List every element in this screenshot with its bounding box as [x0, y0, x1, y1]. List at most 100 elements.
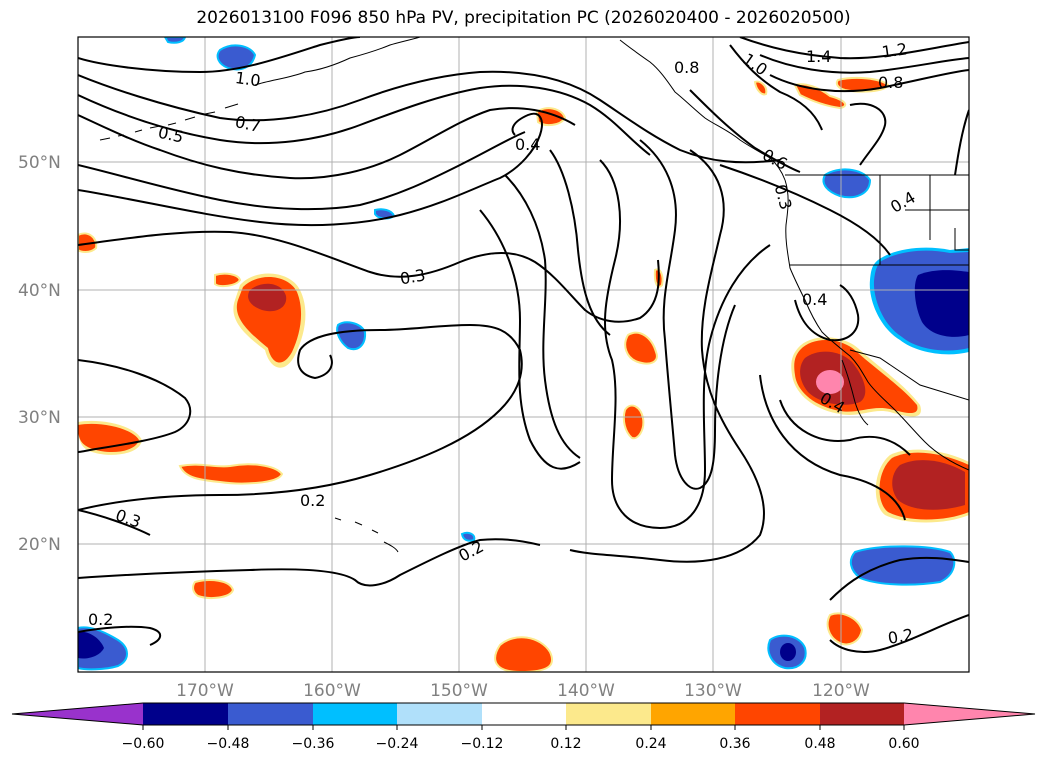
- contour-label: 0.4: [802, 290, 827, 309]
- lon-label: 140°W: [557, 681, 615, 701]
- colorbar-segment: [820, 703, 904, 725]
- contour-label: 0.8: [878, 73, 903, 92]
- colorbar-tick-label: −0.48: [207, 736, 250, 752]
- contour-label: 1.2: [881, 39, 909, 61]
- colorbar-tick-label: −0.60: [122, 736, 165, 752]
- pv-contour-0.4e: [779, 399, 911, 456]
- lon-label: 130°W: [684, 681, 742, 701]
- precip-blob: [248, 283, 287, 312]
- pv-contour-0.6: [78, 84, 651, 156]
- pv-contour-0.2c: [78, 625, 162, 646]
- pv-contour-0.3d: [504, 174, 581, 459]
- precip-negative-regions: [78, 37, 969, 671]
- precip-blob: [163, 37, 187, 44]
- pv-contour-0.4d: [794, 284, 860, 342]
- contour-label: 0.3: [398, 265, 426, 288]
- lon-label: 120°W: [812, 681, 870, 701]
- colorbar-segment: [735, 703, 820, 725]
- north-america-coast: [784, 179, 969, 471]
- pv-contour-0.8: [769, 69, 969, 93]
- lon-label: 150°W: [430, 681, 488, 701]
- colorbar-tick-label: 0.12: [550, 736, 581, 752]
- pv-contour-0.3b: [78, 359, 192, 453]
- colorbar-segment: [651, 703, 735, 725]
- lon-label: 160°W: [303, 681, 361, 701]
- pv-contour-1.0b: [729, 44, 823, 131]
- pv-contour-0.3e: [759, 374, 906, 521]
- latitude-labels: 50°N 40°N 30°N 20°N: [18, 153, 61, 555]
- contour-label: 1.0: [234, 68, 262, 90]
- longitude-labels: 170°W 160°W 150°W 140°W 130°W 120°W: [176, 681, 870, 701]
- precip-blob: [753, 80, 768, 96]
- precip-blob: [816, 370, 844, 394]
- contour-label: 0.2: [88, 610, 113, 629]
- pv-contour-0.3: [78, 230, 660, 323]
- colorbar-segment: [313, 703, 397, 725]
- pv-contour-loop3: [569, 149, 765, 563]
- colorbar: −0.60 −0.48 −0.36 −0.24 −0.12 0.12 0.24 …: [11, 702, 1036, 752]
- colorbar-segment: [482, 703, 566, 725]
- precip-blob: [914, 270, 969, 337]
- pv-contour-right2: [954, 109, 969, 176]
- pv-contour-loop2: [639, 139, 736, 490]
- lat-label: 40°N: [18, 281, 61, 301]
- lat-label: 30°N: [18, 408, 61, 428]
- hawaii-islands: [334, 517, 399, 553]
- precip-blob: [624, 331, 658, 365]
- lat-label: 50°N: [18, 153, 61, 173]
- colorbar-tick-label: 0.60: [888, 736, 919, 752]
- baja-california: [841, 359, 869, 426]
- colorbar-tick-label: −0.24: [376, 736, 419, 752]
- coastlines: [99, 37, 969, 553]
- contour-label: 1.4: [806, 47, 831, 66]
- precip-blob: [793, 83, 847, 110]
- colorbar-tick-label: −0.12: [461, 736, 504, 752]
- precip-blob: [622, 404, 645, 440]
- lat-label: 20°N: [18, 535, 61, 555]
- pv-contour-0.5: [78, 107, 576, 180]
- colorbar-tick-label: 0.48: [804, 736, 835, 752]
- pv-contour-0.5b: [78, 131, 526, 211]
- graticule: [78, 37, 969, 672]
- colorbar-segment: [566, 703, 651, 725]
- colorbar-under-triangle: [12, 703, 143, 725]
- contour-label: 0.8: [674, 58, 699, 77]
- pv-contour-0.7: [78, 70, 781, 164]
- pv-contour-0.2e: [829, 556, 969, 601]
- precip-blob: [826, 612, 864, 646]
- contour-label: 0.2: [886, 625, 914, 648]
- colorbar-segment: [228, 703, 313, 725]
- pv-contour-0.4b: [549, 149, 611, 336]
- colorbar-segment: [143, 703, 228, 725]
- precip-blob: [336, 321, 367, 351]
- precip-positive-regions: [78, 76, 969, 672]
- precip-blob: [192, 579, 235, 599]
- pv-contours: [78, 37, 969, 653]
- lon-label: 170°W: [176, 681, 234, 701]
- map-title: 2026013100 F096 850 hPa PV, precipitatio…: [196, 8, 851, 28]
- precip-blob: [780, 643, 796, 661]
- pv-contour-0.4c: [719, 164, 891, 256]
- precip-blob: [460, 531, 476, 542]
- pv-contour-0.2b: [78, 538, 541, 587]
- pv-contour-right: [849, 102, 887, 166]
- pv-contour-0.6b: [689, 89, 801, 173]
- pv-contour-0.4: [78, 112, 543, 227]
- state-borders: [790, 175, 969, 266]
- pv-contour-0.2d: [479, 209, 581, 470]
- pv-contour-loop1: [599, 159, 771, 530]
- colorbar-tick-label: −0.36: [292, 736, 335, 752]
- colorbar-over-triangle: [904, 703, 1035, 725]
- precip-blob: [214, 272, 242, 288]
- colorbar-segment: [397, 703, 482, 725]
- precip-blob: [822, 168, 872, 199]
- precip-blob: [78, 631, 104, 659]
- contour-label: 0.4: [515, 135, 540, 154]
- contour-label: 0.2: [300, 491, 325, 510]
- map-frame: [77, 36, 970, 673]
- pv-contour-0.3c: [78, 509, 151, 536]
- map-plot-area: 1.0 0.7 0.5 0.4 0.3 0.2 0.3 0.2 0.2 0.4 …: [78, 37, 969, 672]
- precip-blob: [849, 545, 956, 586]
- alaska-coast: [254, 37, 421, 86]
